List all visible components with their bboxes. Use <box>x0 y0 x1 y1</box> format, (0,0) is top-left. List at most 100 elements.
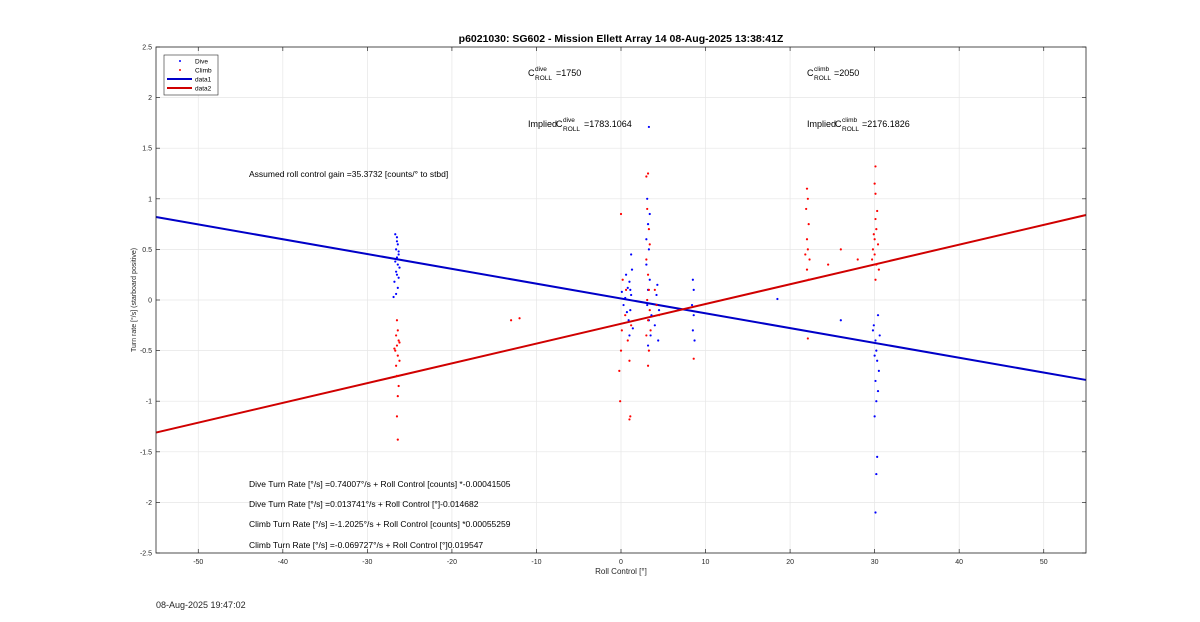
climb-point <box>646 172 650 175</box>
dive-point <box>624 273 628 276</box>
climb-point <box>619 400 622 403</box>
climb-point <box>808 258 811 261</box>
climb-point <box>874 192 877 195</box>
dive-point <box>624 296 627 300</box>
dive-point <box>691 329 694 332</box>
climb-point <box>876 209 879 213</box>
fit-line-data2 <box>155 214 1087 434</box>
climb-point <box>653 288 656 291</box>
y-tick-label: 0 <box>148 298 152 305</box>
x-tick-label: 10 <box>702 559 710 566</box>
climb-point <box>624 314 627 317</box>
annotation-gain: Assumed roll control gain =35.3732 [coun… <box>249 169 448 179</box>
climb-point <box>873 238 876 241</box>
climb-point <box>395 334 398 337</box>
climb-point <box>645 258 648 261</box>
climb-point <box>398 341 401 344</box>
dive-point <box>395 292 398 296</box>
climb-point <box>624 288 628 291</box>
climb-point <box>395 374 399 377</box>
svg-text:climb: climb <box>842 117 858 124</box>
footer-timestamp: 08-Aug-2025 19:47:02 <box>156 600 246 610</box>
legend-climb-marker <box>179 69 181 71</box>
dive-point <box>871 329 875 332</box>
y-tick-label: -2.5 <box>140 551 152 558</box>
dive-point <box>396 243 399 246</box>
climb-point <box>396 395 399 398</box>
y-tick-label: -1.5 <box>140 449 152 456</box>
svg-text:Implied: Implied <box>807 119 836 129</box>
dive-point <box>648 278 651 281</box>
climb-point <box>807 278 810 281</box>
x-tick-label: -30 <box>362 559 372 566</box>
climb-point <box>839 248 842 251</box>
climb-point <box>805 207 808 211</box>
annotation-eq-climb-degrees: Climb Turn Rate [°/s] =-0.069727°/s + Ro… <box>249 540 483 550</box>
dive-point <box>646 223 650 226</box>
x-tick-label: -10 <box>531 559 541 566</box>
climb-point <box>646 364 650 367</box>
svg-text:ROLL: ROLL <box>535 75 552 82</box>
climb-point <box>873 253 876 256</box>
dive-point <box>395 240 399 243</box>
climb-point <box>871 258 874 261</box>
climb-point <box>618 369 621 372</box>
svg-text:C: C <box>835 119 842 129</box>
climb-point <box>805 238 809 241</box>
climb-point <box>874 217 877 221</box>
dive-point <box>395 256 399 259</box>
climb-point <box>646 207 649 211</box>
climb-point <box>856 258 859 261</box>
dive-point <box>646 303 649 307</box>
svg-text:dive: dive <box>535 66 547 73</box>
svg-text:=1750: =1750 <box>556 68 581 78</box>
y-tick-label: 0.5 <box>142 247 152 254</box>
climb-point <box>626 339 629 342</box>
dive-point <box>655 293 658 297</box>
climb-point <box>395 344 399 347</box>
climb-point <box>647 288 651 291</box>
x-tick-label: 30 <box>871 559 879 566</box>
y-tick-label: -1 <box>146 399 152 406</box>
climb-point <box>646 319 650 322</box>
dive-point <box>649 334 652 337</box>
climb-point <box>806 337 809 340</box>
legend-data2-label: data2 <box>195 86 212 93</box>
dive-point <box>839 319 842 322</box>
y-tick-label: 1.5 <box>142 146 152 153</box>
annotation-implied-dive: Implied C dive ROLL =1783.1064 <box>528 117 632 133</box>
y-tick-label: -0.5 <box>140 348 152 355</box>
climb-point <box>806 197 809 200</box>
dive-point <box>648 212 651 216</box>
climb-point <box>872 233 875 236</box>
climb-point <box>804 253 807 256</box>
x-tick-label: -40 <box>278 559 288 566</box>
climb-point <box>398 359 401 362</box>
dive-point <box>396 263 399 266</box>
climb-point <box>395 415 399 418</box>
dive-point <box>395 273 399 276</box>
dive-point <box>691 278 694 281</box>
y-axis-label: Turn rate [°/s] (starboard positive) <box>130 248 138 352</box>
dive-point <box>776 297 779 301</box>
climb-point <box>620 329 623 332</box>
x-tick-label: -50 <box>193 559 203 566</box>
dive-point <box>630 293 633 297</box>
dive-point <box>878 334 881 337</box>
dive-point <box>874 379 877 383</box>
climb-point <box>874 278 877 281</box>
dive-point <box>873 415 876 418</box>
climb-point <box>875 263 878 266</box>
dive-point <box>395 270 398 273</box>
x-tick-label: 0 <box>619 559 623 566</box>
climb-point <box>649 329 652 332</box>
legend: Dive Climb data1 data2 <box>163 54 219 96</box>
dive-point <box>622 303 625 307</box>
climb-point <box>393 347 396 350</box>
svg-text:climb: climb <box>814 66 830 73</box>
svg-text:=1783.1064: =1783.1064 <box>584 119 632 129</box>
climb-point <box>630 324 633 327</box>
dive-point <box>876 359 879 362</box>
climb-point <box>397 384 400 388</box>
dive-point <box>393 280 396 283</box>
